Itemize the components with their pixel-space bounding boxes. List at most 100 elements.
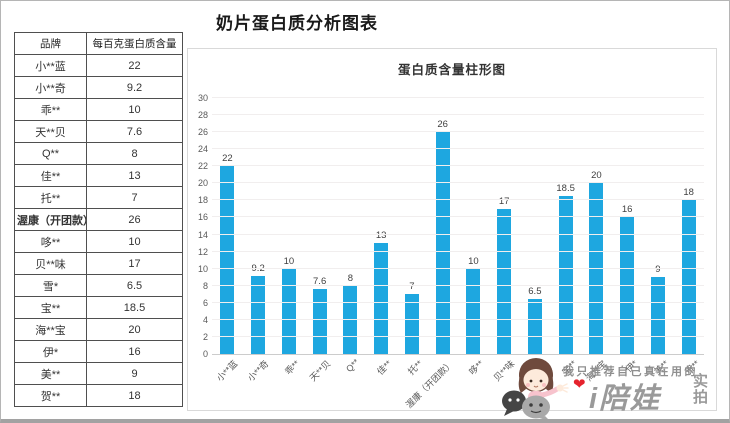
y-tick-label: 12 xyxy=(197,246,208,257)
bar-group: 6.5 xyxy=(520,98,551,354)
bar-group: 20 xyxy=(581,98,612,354)
table-row: 佳** 13 xyxy=(14,164,183,187)
y-tick-label: 22 xyxy=(197,161,208,172)
table-row: 贺** 18 xyxy=(14,384,183,407)
brand-cell: 雪* xyxy=(14,274,87,297)
bar-group: 9 xyxy=(643,98,674,354)
value-cell: 9.2 xyxy=(86,76,183,99)
value-cell: 20 xyxy=(86,318,183,341)
brand-cell: 小**蓝 xyxy=(14,54,87,77)
y-tick-label: 26 xyxy=(197,127,208,138)
table-row: 天**贝 7.6 xyxy=(14,120,183,143)
brand-cell: 佳** xyxy=(14,164,87,187)
gridline xyxy=(212,97,704,98)
bar xyxy=(374,243,389,354)
bar-group: 8 xyxy=(335,98,366,354)
value-cell: 22 xyxy=(86,54,183,77)
bar-value-label: 6.5 xyxy=(528,285,542,297)
gridline xyxy=(212,284,704,286)
gridline xyxy=(212,267,704,269)
bar xyxy=(404,294,419,354)
value-cell: 10 xyxy=(86,98,183,121)
x-tick-label: 贝**味 xyxy=(491,358,517,384)
y-tick-label: 4 xyxy=(202,314,208,325)
gridline xyxy=(212,335,704,337)
table-row: 雪* 6.5 xyxy=(14,274,183,297)
y-axis-labels: 0 2 4 6 8 10 12 14 16 18 20 22 24 26 28 30 xyxy=(190,93,208,359)
gridline xyxy=(212,114,704,116)
bar-value-label: 18.5 xyxy=(556,183,575,195)
value-cell: 13 xyxy=(86,164,183,187)
brand-cell: 美** xyxy=(14,362,87,385)
value-cell: 7.6 xyxy=(86,120,183,143)
bar-group: 7.6 xyxy=(304,98,335,354)
bar-group: 7 xyxy=(397,98,428,354)
bar-group: 22 xyxy=(212,98,243,354)
table-header-brand: 品牌 xyxy=(14,32,87,55)
plot-area: 22 9.2 10 7.6 8 13 7 26 10 17 6.5 18.5 20 16 9 18 xyxy=(212,97,704,355)
value-cell: 7 xyxy=(86,186,183,209)
x-tick-label: 乖** xyxy=(282,358,302,377)
value-cell: 18.5 xyxy=(86,296,183,319)
table-row: 乖** 10 xyxy=(14,98,183,121)
bar-group: 9.2 xyxy=(243,98,274,354)
table-row: 贝**味 17 xyxy=(14,252,183,275)
table-row: 美** 9 xyxy=(14,362,183,385)
table-body: 小**蓝 22 小**奇 9.2 乖** 10 天**贝 7.6 Q** 8 佳** 13 托** 7 渥康… xyxy=(14,54,183,407)
brand-cell: Q** xyxy=(14,142,87,165)
bar-value-label: 18 xyxy=(683,187,694,199)
bar-group: 13 xyxy=(366,98,397,354)
x-tick-label: 海**宝 xyxy=(584,358,609,384)
bar-value-label: 22 xyxy=(222,153,233,165)
value-cell: 26 xyxy=(86,208,183,231)
bar-value-label: 17 xyxy=(498,195,510,207)
y-tick-label: 6 xyxy=(202,297,208,308)
gridline xyxy=(212,199,704,201)
x-tick-label: 小**奇 xyxy=(245,358,271,384)
brand-cell: 贺** xyxy=(14,384,87,407)
x-tick-label: 托** xyxy=(405,358,425,377)
gridline xyxy=(212,216,704,218)
brand-cell: 海**宝 xyxy=(14,318,87,341)
y-tick-label: 30 xyxy=(197,93,208,103)
y-tick-label: 14 xyxy=(197,229,208,240)
bar-value-label: 13 xyxy=(375,230,387,242)
bar-group: 18.5 xyxy=(550,98,581,354)
x-tick-label: 天**贝 xyxy=(307,358,333,384)
bar-group: 16 xyxy=(612,98,643,354)
bar xyxy=(281,268,296,354)
bar xyxy=(312,289,327,354)
bar-series: 22 9.2 10 7.6 8 13 7 26 10 17 6.5 18.5 20 16 9 18 xyxy=(212,98,704,354)
table-row: 宝** 18.5 xyxy=(14,296,183,319)
bar xyxy=(251,275,266,354)
gridline xyxy=(212,182,704,184)
x-tick-label: 雪* xyxy=(531,358,548,375)
bar-value-label: 10 xyxy=(283,255,295,267)
x-tick-label: 小**蓝 xyxy=(215,358,240,384)
table-header-row: 品牌 每百克蛋白质含量 xyxy=(14,32,183,55)
bar xyxy=(497,208,512,354)
bar-value-label: 16 xyxy=(621,204,633,216)
x-tick-label: 哆** xyxy=(467,358,486,377)
brand-cell: 渥康（开团款） xyxy=(14,208,87,231)
chart-title: 蛋白质含量柱形图 xyxy=(397,63,506,77)
y-tick-label: 18 xyxy=(197,195,208,206)
value-cell: 6.5 xyxy=(86,274,183,297)
bar-group: 18 xyxy=(673,98,704,354)
y-tick-label: 2 xyxy=(202,331,208,342)
brand-cell: 天**贝 xyxy=(14,120,87,143)
table-row: 海**宝 20 xyxy=(14,318,183,341)
brand-cell: 乖** xyxy=(14,98,87,121)
bar-group: 17 xyxy=(489,98,520,354)
bar-group: 10 xyxy=(458,98,489,354)
bar xyxy=(435,132,450,354)
gridline xyxy=(212,318,704,320)
x-tick-label: Q** xyxy=(344,357,362,374)
value-cell: 17 xyxy=(86,252,183,275)
x-axis-labels: 小**蓝 小**奇 乖** 天**贝 Q** 佳** 托** 渥康（开团款） 哆** 贝**味 雪*… xyxy=(212,357,704,410)
table-row: Q** 8 xyxy=(14,142,183,165)
bar-value-label: 9 xyxy=(655,264,661,276)
value-cell: 9 xyxy=(86,362,183,385)
x-tick-label: 贺** xyxy=(682,358,702,377)
table-row: 小**奇 9.2 xyxy=(14,76,183,99)
